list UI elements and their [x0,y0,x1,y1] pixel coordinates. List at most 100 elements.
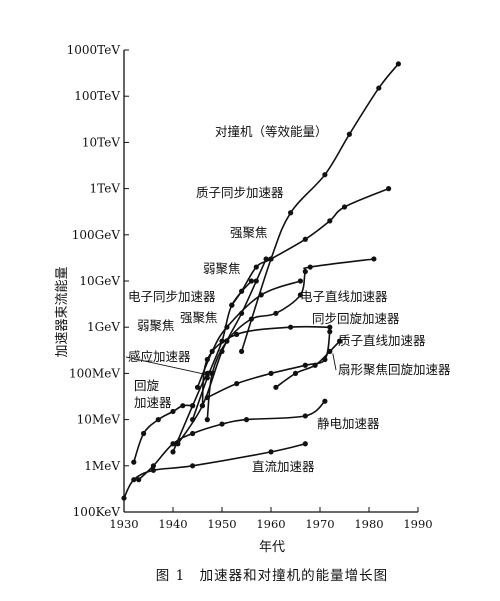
data-point [312,362,318,368]
y-tick-label: 10GeV [79,274,120,288]
data-point [327,329,333,335]
data-point [204,394,210,401]
y-tick-label: 100MeV [69,366,120,380]
series-layer [121,61,401,501]
series-label: 弱聚焦 [137,318,175,333]
data-point [337,338,343,344]
series-label: 质子同步加速器 [196,185,284,200]
data-point [346,131,352,137]
series-label: 感应加速器 [128,349,191,364]
y-tick-label: 10TeV [82,135,120,149]
series-label: 质子直线加速器 [338,333,426,348]
series-label: 电子直线加速器 [300,289,388,304]
data-point [292,370,299,376]
data-point [190,403,196,409]
data-point [273,384,279,390]
data-point [327,324,333,330]
y-tick-label: 100GeV [72,228,121,242]
data-point [386,186,392,192]
data-point [170,441,176,447]
data-point [258,292,264,298]
figure-caption: 图 1 加速器和对撞机的能量增长图 [156,568,388,584]
y-tick-label: 100TeV [74,89,120,103]
data-point [199,403,205,409]
data-point [150,463,156,469]
series-label: 同步回旋加速器 [312,311,400,326]
series-line [231,187,390,306]
data-point [170,449,176,455]
data-point [136,477,142,483]
data-point [263,256,269,262]
data-point [371,256,377,262]
data-point [180,403,186,409]
data-point [341,204,348,210]
series-11 [136,398,328,483]
y-tick-label: 1GeV [87,320,120,334]
y-axis-title: 加速器束流能量 [55,266,70,357]
data-point [302,413,308,419]
data-point [150,467,156,473]
y-tick-label: 10MeV [77,413,121,427]
data-point [155,417,161,423]
data-point [327,348,333,354]
x-tick-label: 1990 [403,517,432,531]
data-point [194,384,201,390]
y-tick-label: 100KeV [73,505,121,519]
data-point [288,324,294,330]
data-point [190,417,196,423]
data-point [307,264,313,270]
x-axis-title: 年代 [259,540,285,555]
x-tick-label: 1930 [109,517,138,531]
data-point [204,356,210,363]
data-point [273,310,279,316]
data-point [219,421,225,427]
data-point [131,459,137,465]
y-tick-label: 1000TeV [67,43,121,57]
data-point [395,61,401,67]
data-point [302,441,308,447]
series-label: 电子同步加速器 [128,289,216,304]
data-point [190,463,196,469]
data-point [243,417,250,423]
data-point [288,210,294,216]
y-tick-label: 1MeV [84,459,120,473]
data-point [268,449,274,455]
leader-line [125,356,211,376]
data-point [229,302,235,308]
series-line [240,63,400,353]
x-tick-label: 1980 [354,517,383,531]
data-point [248,278,254,284]
data-point [131,477,137,483]
data-point [302,362,308,368]
data-point [234,331,240,337]
series-10 [131,403,196,465]
data-point [224,324,230,330]
data-point [141,430,147,437]
data-point [268,370,274,376]
data-point [302,236,308,242]
series-label: 弱聚焦 [203,261,241,276]
x-tick-label: 1970 [305,517,334,531]
series-8 [273,338,343,390]
data-point [234,381,240,387]
data-point [302,268,308,275]
data-point [322,398,328,404]
data-point [297,278,303,284]
series-line [201,325,331,407]
series-5 [204,256,377,423]
x-tick-label: 1940 [158,517,187,531]
series-12 [121,441,308,501]
series-6 [199,324,333,409]
data-point [190,430,196,437]
data-point [268,256,274,262]
data-point [297,292,303,298]
y-tick-label: 1TeV [90,182,121,196]
data-point [253,278,259,284]
series-label: 强聚焦 [230,225,268,240]
data-point [121,495,127,501]
data-point [170,408,176,415]
series-label: 对撞机（等效能量） [215,124,328,139]
